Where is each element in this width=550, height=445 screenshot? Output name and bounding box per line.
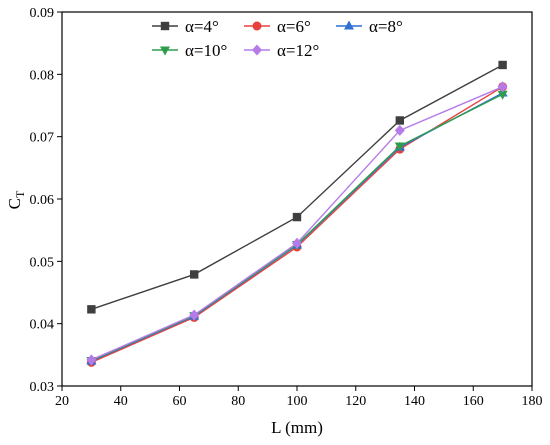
series-α=10° <box>86 90 508 366</box>
data-point <box>189 309 200 321</box>
x-tick-label: 160 <box>463 394 484 409</box>
x-tick-label: 60 <box>173 394 187 409</box>
legend-item: α=8° <box>336 17 403 36</box>
x-axis-title: L (mm) <box>271 418 323 437</box>
data-point <box>395 116 405 125</box>
y-axis-title: CT <box>5 190 27 209</box>
x-tick-label: 180 <box>522 394 543 409</box>
series-line <box>91 64 503 310</box>
series-α=8° <box>86 87 508 365</box>
axis-ticks: 20 40 60 80 100 120 140 160 180 0.03 0.04 0.05 0.06 0… <box>30 6 543 409</box>
data-point <box>394 142 405 152</box>
y-axis-title-group: CT <box>5 190 27 209</box>
legend: α=4° α=6° α=8° α=10° α=12° <box>152 17 403 60</box>
data-point <box>292 237 302 249</box>
y-tick-label: 0.09 <box>30 6 55 21</box>
y-tick-label: 0.07 <box>30 131 55 146</box>
data-point <box>86 354 97 366</box>
x-tick-label: 120 <box>345 394 366 409</box>
data-point <box>189 270 199 279</box>
legend-item: α=6° <box>244 17 311 36</box>
y-tick-label: 0.03 <box>30 380 55 395</box>
legend-swatch-marker <box>252 44 262 56</box>
legend-swatch-marker <box>160 46 170 56</box>
x-tick-label: 20 <box>55 394 69 409</box>
y-axis-title-sub: T <box>13 190 27 198</box>
legend-label: α=10° <box>185 41 227 60</box>
y-tick-label: 0.08 <box>30 68 55 83</box>
legend-label: α=6° <box>277 17 311 36</box>
y-tick-label: 0.04 <box>30 318 55 333</box>
data-point <box>394 124 405 136</box>
series-line <box>91 93 503 362</box>
x-tick-label: 140 <box>404 394 425 409</box>
series-α=4° <box>87 60 507 314</box>
legend-swatch-marker <box>252 21 262 31</box>
legend-label: α=4° <box>185 17 219 36</box>
y-tick-label: 0.06 <box>30 193 55 208</box>
x-tick-label: 100 <box>287 394 308 409</box>
data-point <box>497 90 508 100</box>
series-α=12° <box>86 81 508 366</box>
data-point <box>292 212 302 222</box>
data-point <box>498 60 507 70</box>
series-line <box>91 86 503 363</box>
legend-swatch-marker <box>344 20 354 30</box>
y-tick-label: 0.05 <box>30 255 55 270</box>
x-tick-label: 80 <box>231 394 245 409</box>
data-point <box>87 305 96 314</box>
legend-label: α=12° <box>277 41 319 60</box>
data-point <box>497 81 508 93</box>
legend-item: α=4° <box>152 17 219 36</box>
series-line <box>91 86 503 361</box>
legend-label: α=8° <box>369 17 403 36</box>
legend-item: α=12° <box>244 41 319 60</box>
series-line <box>91 92 503 362</box>
legend-swatch-marker <box>160 21 170 31</box>
series-group <box>86 60 508 367</box>
y-axis-title-main: C <box>5 198 24 209</box>
plot-frame <box>61 11 533 387</box>
legend-item: α=10° <box>152 41 227 60</box>
x-tick-label: 40 <box>114 394 128 409</box>
series-α=6° <box>86 82 508 367</box>
